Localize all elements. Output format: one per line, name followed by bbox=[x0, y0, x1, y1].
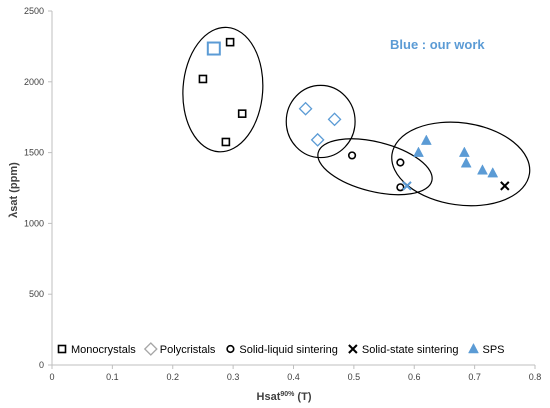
legend-label: SPS bbox=[482, 344, 504, 356]
cluster-ellipse bbox=[391, 121, 531, 207]
axes: 0 0.1 0.2 0.3 0.4 0.5 0.6 0.7 0.8 0 500 1000 1500 200… bbox=[24, 6, 541, 382]
data-point bbox=[500, 181, 510, 191]
y-tick-label: 500 bbox=[29, 289, 44, 299]
data-point bbox=[487, 167, 499, 178]
data-point bbox=[396, 183, 405, 192]
x-tick-label: 0.4 bbox=[287, 372, 300, 382]
x-tick-label: 0.3 bbox=[227, 372, 240, 382]
legend-marker bbox=[226, 344, 235, 354]
cluster-ellipse bbox=[317, 138, 433, 196]
y-tick-label: 2000 bbox=[24, 77, 44, 87]
y-tick-label: 2500 bbox=[24, 6, 44, 16]
cluster-ellipse bbox=[182, 26, 264, 153]
legend-label: Solid-state sintering bbox=[362, 344, 459, 356]
x-tick-label: 0.5 bbox=[348, 372, 361, 382]
data-point bbox=[396, 158, 405, 167]
x-tick-label: 0.8 bbox=[529, 372, 542, 382]
cluster-ellipses bbox=[182, 26, 531, 207]
data-point bbox=[402, 181, 412, 191]
legend-marker bbox=[468, 342, 479, 354]
cluster-ellipse bbox=[285, 84, 356, 159]
y-tick-label: 1000 bbox=[24, 218, 44, 228]
x-axis-title: Hsat90% (T) bbox=[257, 391, 312, 403]
x-tick-label: 0.7 bbox=[468, 372, 481, 382]
x-tick-label: 0.2 bbox=[166, 372, 179, 382]
x-axis-title-unit: (T) bbox=[294, 391, 311, 403]
legend-marker bbox=[143, 342, 158, 356]
data-point bbox=[420, 134, 432, 145]
legend-marker bbox=[348, 344, 358, 354]
x-tick-label: 0.1 bbox=[106, 372, 119, 382]
y-tick-label: 1500 bbox=[24, 148, 44, 158]
data-point bbox=[347, 151, 357, 160]
data-points bbox=[198, 37, 510, 192]
x-tick-label: 0.6 bbox=[408, 372, 421, 382]
x-axis-title-superscript: 90% bbox=[280, 391, 295, 398]
legend-label: Polycristals bbox=[160, 344, 216, 356]
data-point bbox=[460, 157, 472, 168]
x-tick-label: 0 bbox=[49, 372, 54, 382]
x-axis-title-main: Hsat bbox=[257, 391, 281, 403]
data-point bbox=[198, 74, 208, 84]
data-point bbox=[225, 37, 235, 47]
data-point bbox=[237, 109, 247, 118]
legend-marker bbox=[57, 344, 67, 354]
data-point bbox=[327, 112, 342, 127]
legend: Monocrystals Polycristals Solid-liquid sin… bbox=[57, 342, 505, 356]
data-point bbox=[458, 146, 470, 157]
data-point bbox=[221, 137, 231, 147]
data-point bbox=[413, 146, 424, 157]
legend-label: Monocrystals bbox=[71, 344, 136, 356]
y-axis-title: λsat (ppm) bbox=[8, 162, 20, 218]
annotation-blue-our-work: Blue : our work bbox=[390, 37, 485, 52]
data-point bbox=[298, 101, 313, 116]
legend-label: Solid-liquid sintering bbox=[239, 344, 337, 356]
y-tick-label: 0 bbox=[39, 360, 44, 370]
data-point bbox=[310, 132, 325, 147]
data-point bbox=[206, 41, 221, 56]
data-point bbox=[477, 164, 488, 175]
